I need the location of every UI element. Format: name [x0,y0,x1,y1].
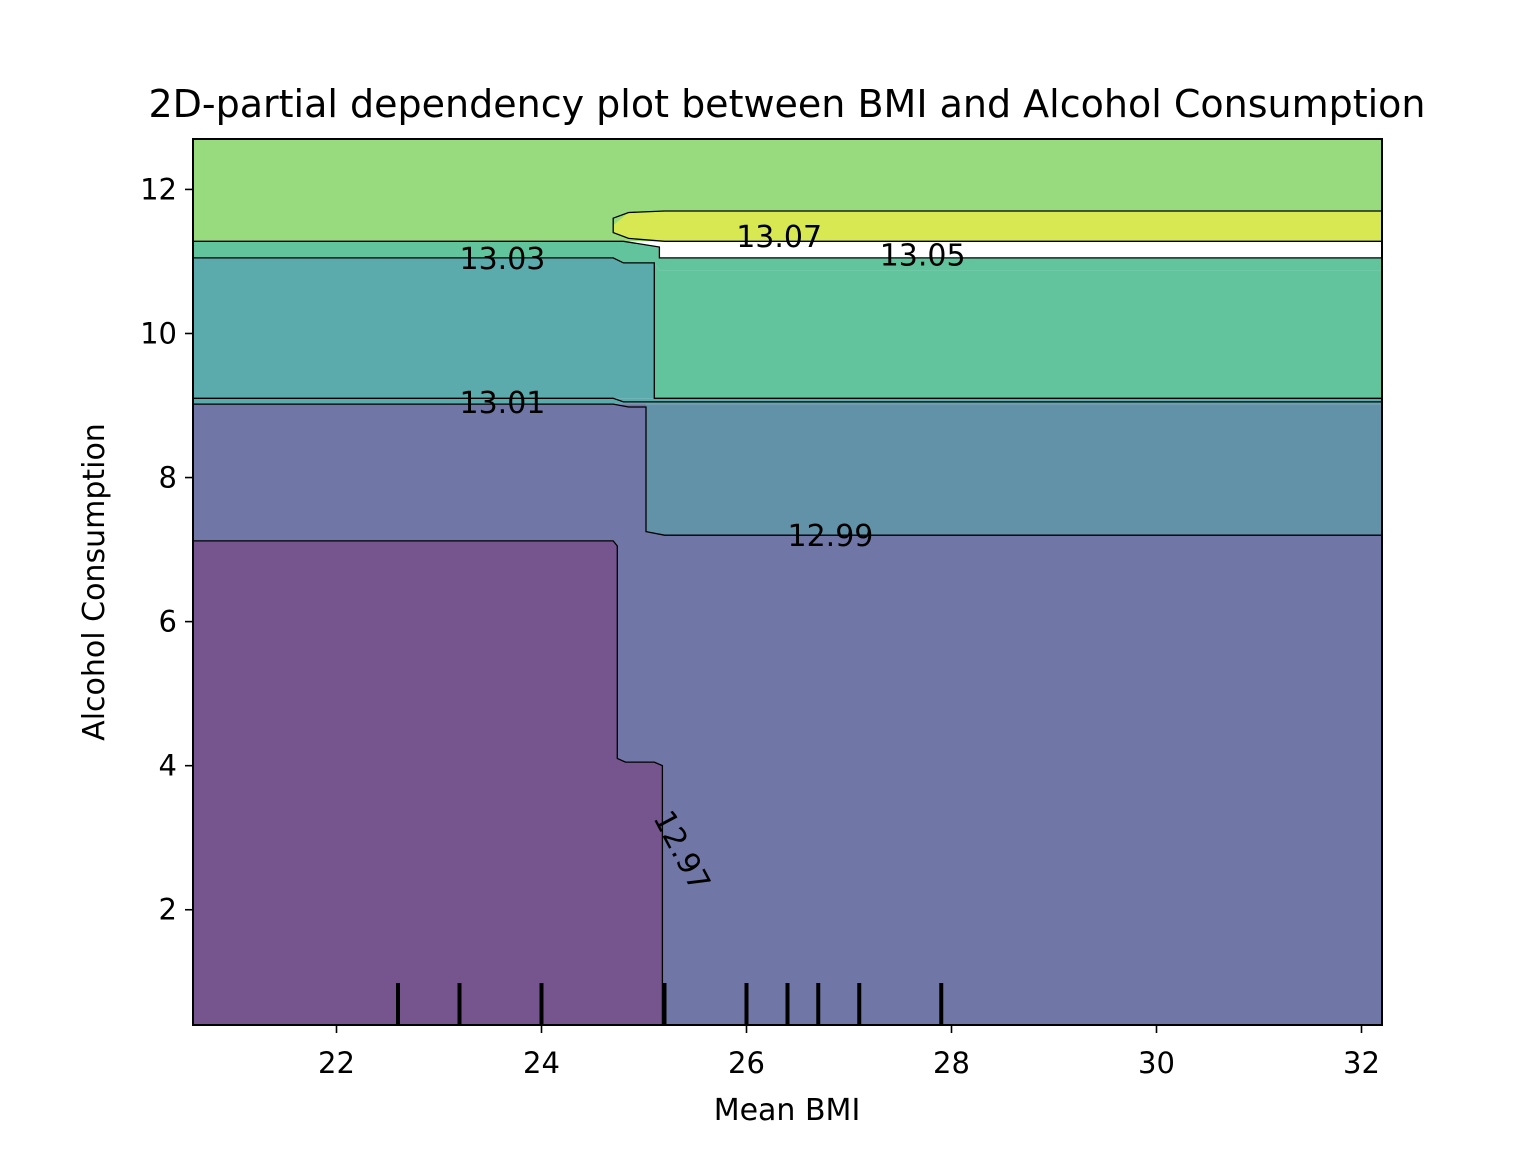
y-axis-label: Alcohol Consumption [77,423,112,741]
contour-label-group-5: 12.99 [788,519,874,554]
rug-marks [396,983,944,1025]
x-tick-label-3: 28 [933,1046,970,1080]
y-tick-label-2: 6 [159,605,177,639]
y-tick-label-1: 4 [159,749,177,783]
contour-region-3 [193,241,1382,271]
contour-line-1 [193,240,1382,259]
contour-label-group-2: 13.03 [460,242,546,277]
y-tick-label-4: 10 [140,316,177,350]
plot-frame [192,138,1383,1026]
contour-label-2: 13.03 [460,242,546,277]
contour-region-5 [193,398,1382,405]
chart-title: 2D-partial dependency plot between BMI a… [148,82,1425,126]
x-axis: 22 24 26 28 30 32 [318,1025,1380,1080]
contour-line-4 [193,403,1382,536]
x-tick-label-1: 24 [523,1046,560,1080]
x-axis-label: Mean BMI [714,1093,861,1128]
contour-lines [193,210,1382,1025]
contour-region-4 [613,211,1382,242]
contour-label-3: 13.01 [460,386,546,421]
contour-line-3 [193,397,1382,403]
contour-label-group-3: 13.01 [460,386,546,421]
contour-label-group-1: 13.05 [880,238,966,273]
x-tick-label-0: 22 [318,1046,355,1080]
contour-label-group-0: 13.07 [736,220,822,255]
x-tick-label-4: 30 [1138,1046,1175,1080]
contour-line-2 [193,257,1382,399]
y-tick-label-0: 2 [159,893,177,927]
x-tick-label-5: 32 [1343,1046,1380,1080]
y-tick-label-3: 8 [159,461,177,495]
contour-label-0: 13.07 [736,220,822,255]
contour-line-0 [612,210,1382,242]
contour-region-1 [193,257,655,399]
contour-region-2 [654,262,1382,399]
contour-label-5: 12.99 [788,519,874,554]
contour-label-1: 13.05 [880,238,966,273]
contour-line-6 [193,540,664,1025]
x-tick-label-2: 26 [728,1046,765,1080]
contour-region-8 [193,540,663,1025]
contour-regions [193,139,1382,1025]
contour-region-6 [646,404,1382,536]
y-tick-label-5: 12 [140,172,177,206]
y-axis: 2 4 6 8 10 12 [140,172,193,927]
